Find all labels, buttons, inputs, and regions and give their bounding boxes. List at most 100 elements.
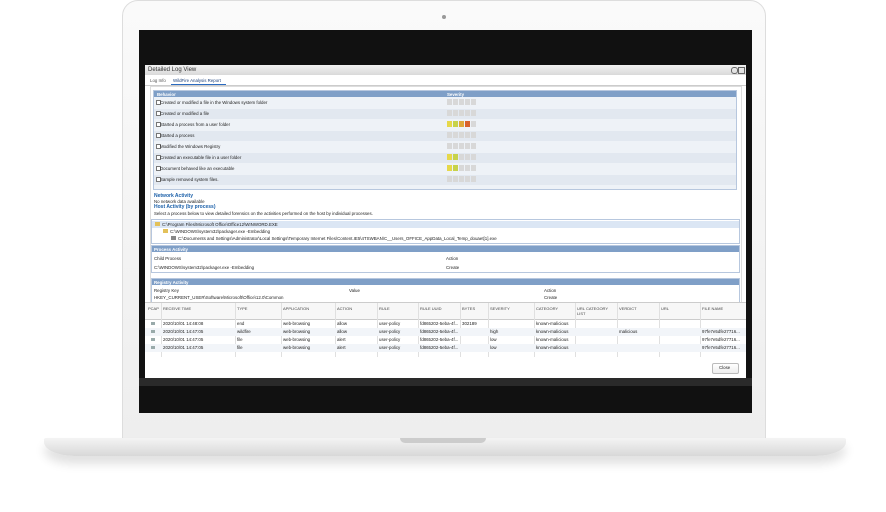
severity-cell <box>471 110 476 116</box>
camera <box>442 15 446 19</box>
base-notch <box>400 438 486 443</box>
folder-icon <box>163 229 168 233</box>
row-icon <box>156 177 161 182</box>
row-band <box>154 131 736 141</box>
severity-bar <box>447 143 477 149</box>
severity-cell <box>465 110 470 116</box>
severity-cell <box>447 154 452 160</box>
cell: Create <box>544 295 558 300</box>
severity-cell <box>471 165 476 171</box>
cell: known-malicious <box>536 337 569 342</box>
cell: 2020/10/01 14:47:05 <box>163 329 204 334</box>
severity-cell <box>459 99 464 105</box>
cell: web-browsing <box>283 345 311 350</box>
severity-cell <box>447 143 452 149</box>
severity-cell <box>471 99 476 105</box>
close-button[interactable] <box>712 363 739 374</box>
cell: low <box>490 337 497 342</box>
cell: known-malicious <box>536 329 569 334</box>
help-icon[interactable] <box>731 67 738 74</box>
section-text: Select a process below to view detailed … <box>154 211 373 216</box>
cell: low <box>490 345 497 350</box>
cell: user-policy <box>379 321 401 326</box>
header-cell: Behavior <box>157 92 176 97</box>
behavior-label: Created or modified a file <box>160 111 210 116</box>
severity-bar <box>447 154 477 160</box>
log-header-bg <box>145 303 746 320</box>
row-icon <box>151 346 155 349</box>
severity-bar <box>447 132 477 138</box>
severity-cell <box>471 154 476 160</box>
row-band <box>145 344 746 352</box>
row-highlight <box>152 221 739 228</box>
behavior-label: Created or modified a file in the Window… <box>160 100 268 105</box>
severity-cell <box>471 121 476 127</box>
cell: allow <box>337 321 348 326</box>
severity-cell <box>447 132 452 138</box>
behavior-label: Started a process from a user folder <box>160 122 231 127</box>
cell: 302189 <box>462 321 477 326</box>
cell: 2020/10/01 14:48:08 <box>163 321 204 326</box>
cell: fd865202-5eba-4f... <box>420 329 459 334</box>
severity-cell <box>471 143 476 149</box>
cell: web-browsing <box>283 321 311 326</box>
severity-cell <box>453 110 458 116</box>
severity-cell <box>447 121 452 127</box>
cell: alert <box>337 337 346 342</box>
dialog: Detailed Log View Log Info WildFire Anal… <box>145 65 746 378</box>
severity-cell <box>459 154 464 160</box>
tab[interactable]: Log Info <box>150 78 166 83</box>
behavior-label: Sample removed system files. <box>160 177 219 182</box>
column-header: BYTES <box>462 306 476 311</box>
severity-cell <box>453 154 458 160</box>
column-header: VERDICT <box>619 306 637 311</box>
cell: web-browsing <box>283 337 311 342</box>
column-header: Child Process <box>154 256 182 261</box>
column-header: RULE UUID <box>420 306 442 311</box>
cell: 97fe7e5dfe27716... <box>702 329 740 334</box>
close-button-label: Close <box>719 365 731 370</box>
row-icon <box>156 155 161 160</box>
cell: end <box>237 321 245 326</box>
row-icon <box>156 166 161 171</box>
behavior-label: Started a process <box>160 133 195 138</box>
process-path[interactable]: C:\WINDOWS\system32\packager.exe -Embedd… <box>170 229 271 234</box>
column-header: RULE <box>379 306 390 311</box>
severity-cell <box>453 99 458 105</box>
severity-bar <box>447 99 477 105</box>
severity-bar <box>447 110 477 116</box>
row-icon <box>156 122 161 127</box>
process-path[interactable]: C:\Program Files\Microsoft Office\Office… <box>162 222 278 227</box>
section-title: Network Activity <box>154 193 193 199</box>
column-header: SEVERITY <box>490 306 510 311</box>
section-header-text: Process Activity <box>154 247 189 252</box>
severity-cell <box>459 143 464 149</box>
cell: web-browsing <box>283 329 311 334</box>
registry-activity: Registry Activity Registry Key Value Act… <box>151 278 740 303</box>
cell: high <box>490 329 499 334</box>
severity-cell <box>471 132 476 138</box>
severity-cell <box>447 99 452 105</box>
folder-icon <box>155 222 160 226</box>
cell: HKEY_CURRENT_USER\Software\Microsoft\Off… <box>154 295 284 300</box>
column-header: Registry Key <box>154 288 179 293</box>
tab-active[interactable]: WildFire Analysis Report <box>173 78 221 83</box>
column-header: ACTION <box>337 306 353 311</box>
row-icon <box>156 144 161 149</box>
maximize-icon[interactable] <box>738 67 745 74</box>
severity-cell <box>453 121 458 127</box>
process-tree: C:\Program Files\Microsoft Office\Office… <box>151 219 740 244</box>
folder-icon <box>171 236 176 240</box>
severity-cell <box>447 165 452 171</box>
severity-cell <box>465 176 470 182</box>
row-band <box>154 175 736 185</box>
severity-cell <box>453 143 458 149</box>
severity-bar <box>447 121 477 127</box>
severity-cell <box>453 165 458 171</box>
severity-cell <box>459 176 464 182</box>
laptop-base <box>44 438 846 456</box>
section-text: No network data available <box>154 199 205 204</box>
process-path[interactable]: C:\Documents and Settings\Administrator\… <box>178 236 497 241</box>
severity-cell <box>459 165 464 171</box>
cell: user-policy <box>379 329 401 334</box>
